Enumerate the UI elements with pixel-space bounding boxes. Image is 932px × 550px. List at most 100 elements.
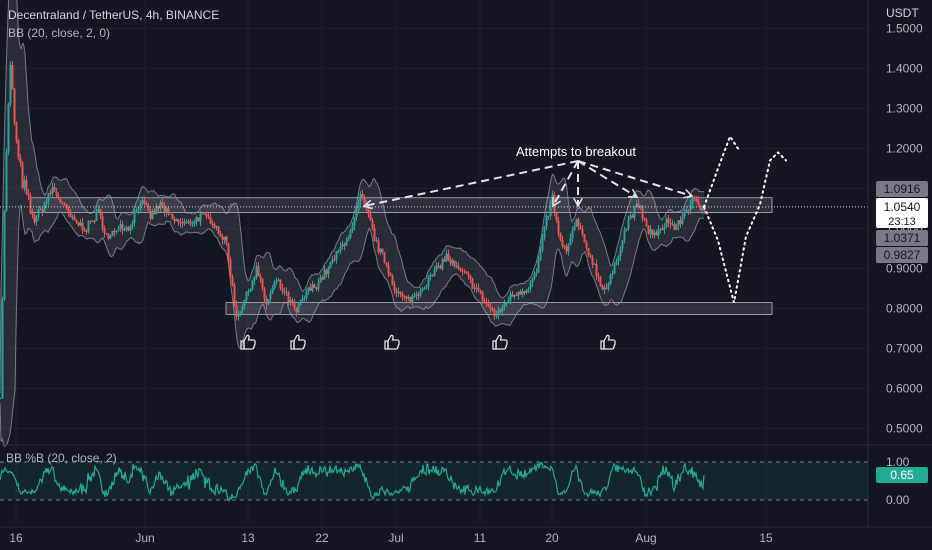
- time-axis[interactable]: 16 Jun 13 22 Jul 11 20 Aug 15: [9, 531, 773, 545]
- candle: [7, 103, 10, 152]
- candle: [205, 213, 208, 217]
- candle: [67, 207, 70, 213]
- candle: [367, 208, 370, 215]
- candle: [477, 287, 480, 291]
- candle: [619, 248, 622, 257]
- candle: [469, 276, 472, 279]
- candle: [439, 265, 442, 269]
- candle: [591, 256, 594, 265]
- candle: [655, 232, 658, 236]
- price-tick-label: 1.3000: [886, 102, 923, 116]
- breakout-annotation-label: Attempts to breakout: [516, 144, 636, 159]
- candle: [617, 256, 620, 262]
- time-tick-label: Jun: [135, 531, 154, 545]
- candle: [425, 286, 428, 288]
- candle: [117, 228, 120, 232]
- candle: [247, 291, 250, 293]
- candle: [13, 89, 16, 123]
- candle: [53, 187, 56, 192]
- candle: [359, 193, 362, 202]
- candle: [133, 212, 136, 224]
- candle: [397, 292, 400, 294]
- candle: [63, 203, 66, 205]
- candle: [607, 284, 610, 289]
- candle: [23, 180, 26, 188]
- candle: [229, 259, 232, 278]
- candle: [275, 281, 278, 283]
- price-tick-label: 1.2000: [886, 142, 923, 156]
- candle: [557, 220, 560, 234]
- candle: [429, 274, 432, 277]
- candle: [627, 219, 630, 229]
- candle: [527, 288, 530, 291]
- candle: [563, 246, 566, 248]
- candle: [513, 294, 516, 297]
- price-tick-label: 1.5000: [886, 22, 923, 36]
- price-tags: 1.0916 1.0540 23:13 1.0371 0.9827 0.65: [876, 181, 928, 483]
- price-tick-label: 0.6000: [886, 382, 923, 396]
- lower-band-tag: 0.9827: [884, 248, 921, 262]
- candle: [561, 239, 564, 247]
- candle: [27, 193, 30, 196]
- candle: [331, 259, 334, 263]
- candle: [85, 231, 88, 233]
- candle: [385, 263, 388, 265]
- candle: [169, 214, 172, 216]
- candle: [61, 202, 64, 204]
- candle: [213, 224, 216, 228]
- candle: [691, 197, 694, 205]
- candle: [635, 203, 638, 207]
- candle: [479, 290, 482, 292]
- bb-indicator-label[interactable]: BB (20, close, 2, 0): [8, 26, 111, 40]
- candle: [683, 212, 686, 217]
- thumbs-up-icon-hand: [293, 334, 306, 350]
- candle: [83, 229, 86, 232]
- candle: [231, 277, 234, 285]
- candle: [227, 242, 230, 260]
- candle: [377, 240, 380, 253]
- candle: [111, 230, 114, 236]
- breakout-arrow-line: [577, 160, 638, 198]
- candle: [151, 210, 154, 219]
- candle: [269, 293, 272, 300]
- candle: [577, 219, 580, 228]
- candle: [631, 215, 634, 218]
- candle: [503, 303, 506, 307]
- breakout-arrow-line: [363, 160, 579, 207]
- candle: [33, 214, 36, 223]
- candle: [399, 292, 402, 294]
- candle: [335, 251, 338, 260]
- candle: [345, 240, 348, 246]
- candle: [451, 260, 454, 264]
- candle: [47, 192, 50, 202]
- candle: [35, 217, 38, 223]
- candle: [181, 221, 184, 224]
- arrow-head: [362, 199, 373, 210]
- candle: [303, 297, 306, 299]
- projection-bullish: [703, 134, 739, 208]
- candle: [209, 217, 212, 224]
- candle: [347, 237, 350, 241]
- candle: [41, 209, 44, 213]
- candle: [465, 271, 468, 274]
- candle: [595, 264, 598, 277]
- candle: [233, 284, 236, 306]
- candle: [19, 157, 22, 163]
- percent-b-indicator-label[interactable]: BB %B (20, close, 2): [6, 451, 117, 465]
- candle: [461, 270, 464, 272]
- candle: [321, 277, 324, 280]
- symbol-title[interactable]: Decentraland / TetherUS, 4h, BINANCE: [8, 8, 220, 22]
- candle: [701, 208, 704, 211]
- candle: [549, 201, 552, 216]
- candle: [371, 220, 374, 229]
- candle: [299, 301, 302, 306]
- candle: [327, 267, 330, 275]
- candle: [495, 315, 498, 317]
- candle: [215, 226, 218, 228]
- candle: [435, 265, 438, 270]
- last-price-tag: 1.0540: [884, 200, 921, 214]
- arrow-head: [627, 188, 639, 198]
- candle: [123, 229, 126, 231]
- candle: [453, 260, 456, 267]
